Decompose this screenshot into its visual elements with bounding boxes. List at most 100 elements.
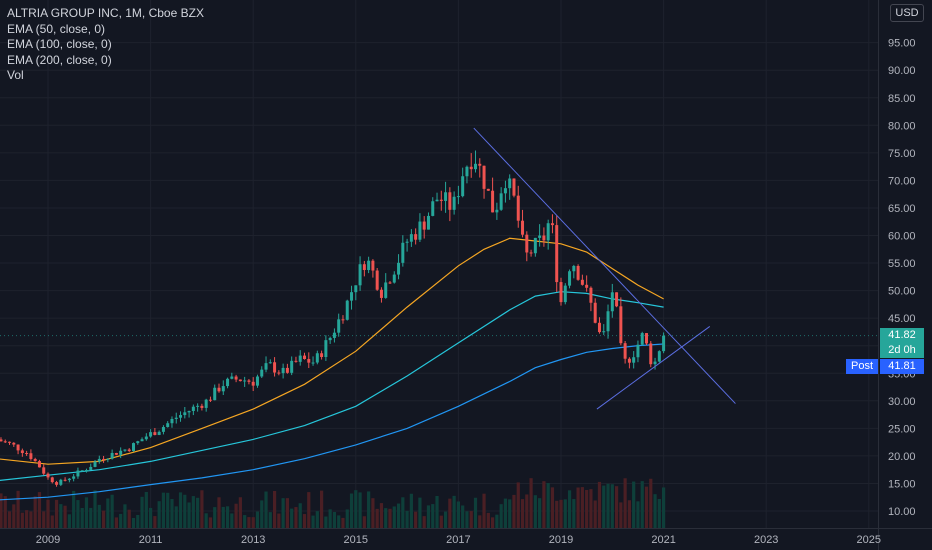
volume-bar — [409, 493, 413, 528]
candle-body — [563, 285, 567, 303]
candle-body — [452, 196, 456, 210]
candle-body — [512, 178, 516, 196]
volume-bar — [67, 514, 71, 528]
volume-bar — [606, 483, 610, 528]
currency-button[interactable]: USD — [890, 4, 924, 22]
volume-bar — [585, 489, 589, 528]
candle-body — [277, 372, 281, 374]
volume-bar — [324, 516, 328, 528]
volume-bar — [503, 498, 508, 528]
volume-bar — [59, 504, 63, 528]
volume-bar — [166, 492, 170, 528]
volume-bar — [174, 506, 178, 528]
candle-body — [550, 223, 554, 226]
volume-bar — [354, 490, 358, 528]
volume-bar — [542, 481, 546, 528]
candle-body — [657, 351, 661, 362]
candle-body — [576, 265, 580, 280]
volume-bar — [431, 504, 435, 528]
candle-body — [542, 235, 546, 241]
volume-bar — [597, 481, 602, 528]
candle-body — [33, 458, 37, 462]
volume-bar — [290, 508, 294, 528]
candle-body — [392, 274, 396, 283]
candle-body — [72, 476, 76, 479]
legend-ema100[interactable]: EMA (100, close, 0) — [7, 37, 112, 51]
volume-bar — [367, 491, 371, 528]
time-axis[interactable]: 2009 2011 2013 2015 2017 2019 2021 2023 2025 — [36, 534, 881, 546]
volume-bar — [110, 494, 114, 528]
price-tick-label: 70.00 — [888, 175, 916, 187]
volume-bars — [0, 478, 666, 528]
candle-body — [580, 279, 584, 285]
post-market-price-tag: 41.81 — [880, 359, 924, 374]
candle-body — [350, 292, 354, 301]
candle-body — [132, 443, 135, 452]
candle-body — [238, 379, 242, 382]
volume-bar — [563, 499, 567, 528]
bar-countdown-tag: 2d 0h — [880, 343, 924, 358]
volume-bar — [93, 490, 97, 528]
volume-bar — [298, 503, 302, 528]
candle-body — [320, 353, 324, 357]
volume-bar — [525, 494, 529, 528]
volume-bar — [644, 486, 649, 528]
candle-body — [328, 337, 332, 341]
volume-bar — [401, 497, 405, 528]
volume-bar — [7, 511, 12, 528]
volume-bar — [452, 495, 456, 528]
legend-ema50[interactable]: EMA (50, close, 0) — [7, 21, 106, 36]
candle-body — [610, 292, 614, 312]
legend-ema200[interactable]: EMA (200, close, 0) — [7, 52, 112, 67]
candle-body — [559, 282, 563, 303]
volume-bar — [29, 511, 33, 528]
trendlines[interactable] — [473, 127, 736, 410]
last-price-tag: 41.82 — [880, 328, 924, 343]
candle-body — [525, 234, 529, 253]
volume-bar — [320, 490, 324, 528]
candle-body — [89, 466, 93, 470]
price-tick-label: 85.00 — [888, 93, 916, 105]
candle-body — [42, 467, 46, 474]
price-axis[interactable]: 10.0015.0020.0025.0030.0035.0040.0045.00… — [888, 38, 916, 518]
candle-body — [127, 449, 131, 452]
volume-bar — [657, 498, 661, 528]
candle-body — [568, 271, 572, 286]
candle-body — [461, 176, 465, 197]
candle-body — [140, 439, 144, 442]
ema200-line — [0, 343, 664, 501]
trendline — [596, 326, 711, 410]
volume-bar — [328, 509, 332, 528]
volume-bar — [478, 515, 482, 528]
candle-body — [119, 450, 123, 455]
candle-body — [110, 452, 114, 459]
volume-bar — [486, 512, 490, 528]
candle-body — [384, 282, 388, 298]
price-tick-label: 50.00 — [888, 286, 916, 298]
volume-bar — [200, 490, 204, 528]
legend-vol[interactable]: Vol — [7, 68, 24, 82]
volume-bar — [443, 511, 448, 528]
volume-bar — [221, 506, 225, 528]
legend: ALTRIA GROUP INC, 1M, Cboe BZX EMA (50, … — [7, 6, 204, 84]
candle-body — [623, 343, 627, 359]
candle-body — [16, 444, 20, 451]
candle-body — [84, 469, 88, 471]
post-market-label: Post — [846, 359, 878, 374]
volume-bar — [277, 513, 281, 528]
candle-body — [401, 242, 405, 263]
volume-bar — [63, 505, 67, 528]
volume-bar — [499, 504, 503, 528]
volume-bar — [375, 508, 379, 528]
volume-bar — [196, 497, 200, 528]
candle-body — [465, 166, 469, 177]
volume-bar — [251, 517, 255, 528]
volume-bar — [16, 490, 20, 528]
volume-bar — [123, 504, 127, 528]
volume-bar — [627, 500, 631, 528]
candle-body — [106, 458, 110, 460]
candle-body — [204, 399, 208, 408]
candle-body — [422, 221, 426, 230]
candle-body — [200, 405, 204, 408]
